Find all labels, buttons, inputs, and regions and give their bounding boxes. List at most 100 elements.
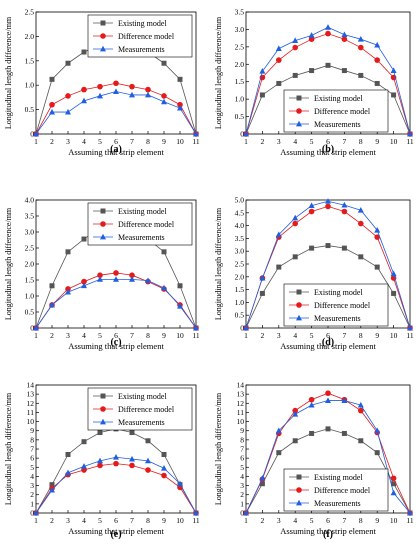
data-point [129,272,135,279]
x-tick-label: 2 [261,331,265,340]
data-point [325,62,331,68]
data-point [325,198,331,204]
y-axis-label: Longitudinal length difference/mm [4,207,13,320]
x-tick-label: 8 [359,137,363,146]
data-point [390,67,397,73]
y-tick-label: 12 [237,399,245,408]
data-point [33,130,39,137]
x-tick-label: 6 [114,516,118,525]
x-axis-label: Assuming that strip element [68,147,164,157]
data-point [81,278,87,285]
data-point [113,276,119,282]
x-tick-label: 4 [82,137,86,146]
x-tick-label: 6 [326,331,330,340]
x-tick-label: 3 [277,516,281,525]
y-tick-label: 7 [30,445,34,454]
legend-marker [296,95,302,101]
data-point [292,407,299,414]
chart-panel-6: 1 2 3 4 5 6 7 8 9 10 1101234567891011121314Assumin… [214,381,414,541]
data-point [81,439,87,445]
panel-caption: (b) [322,144,334,155]
x-tick-label: 2 [50,137,54,146]
data-point [81,49,87,55]
y-tick-label: 4.0 [235,221,245,230]
data-point [391,290,397,296]
legend-label: Existing model [118,19,167,28]
legend-marker [100,33,106,39]
data-point [65,108,71,115]
data-point [243,509,249,516]
data-point [358,407,364,414]
x-tick-label: 6 [326,516,330,525]
legend: Existing model Difference model Measuremen… [283,468,389,512]
data-point [325,426,331,432]
legend-marker [100,406,106,412]
data-point [325,24,331,30]
data-point [308,36,315,42]
data-point [113,460,119,467]
data-point [243,324,249,331]
data-point [374,264,380,270]
data-point [358,44,364,51]
data-point [49,108,55,115]
y-tick-label: 0 [240,509,244,518]
data-point [374,80,380,86]
legend-marker [100,221,106,227]
x-tick-label: 2 [261,137,265,146]
data-point [407,130,413,137]
data-point [97,430,103,436]
y-tick-label: 0.5 [25,308,35,317]
x-tick-label: 6 [326,137,330,146]
data-point [193,130,199,137]
data-point [81,86,87,93]
data-point [374,234,381,240]
data-point [325,243,331,249]
x-tick-label: 11 [406,137,413,146]
data-point [161,60,167,66]
y-tick-label: 3 [240,481,244,490]
x-tick-label: 2 [261,516,265,525]
panel-caption: (c) [110,337,121,348]
data-point [259,68,266,74]
data-point [292,72,298,78]
legend-label: Difference model [314,301,371,310]
data-point [161,451,167,457]
series-measurements [33,88,199,137]
legend-label: Existing model [314,473,363,482]
y-tick-label: 3.5 [235,234,245,243]
y-tick-label: 3.0 [235,25,245,34]
data-point [145,457,151,464]
x-axis-label: Assuming that strip element [280,147,376,157]
x-tick-label: 5 [310,331,314,340]
data-point [390,489,397,496]
legend-label: Measurements [118,233,165,242]
data-point [193,324,199,331]
x-axis-label: Assuming that strip element [68,526,164,536]
x-tick-label: 8 [146,331,150,340]
legend-label: Existing model [314,288,363,297]
y-axis-label: Longitudinal length difference/mm [214,207,223,320]
x-tick-label: 4 [293,137,297,146]
x-tick-label: 10 [390,137,398,146]
data-point [65,93,71,99]
data-point [357,35,364,42]
data-point [243,130,249,137]
data-point [97,83,103,90]
y-tick-label: 2 [240,490,244,499]
y-tick-label: 3.5 [25,212,35,221]
series-line [35,91,197,135]
legend-marker [100,418,106,425]
data-point [390,475,397,482]
y-tick-label: 8 [240,435,244,444]
y-tick-label: 10 [27,417,35,426]
chart-panel-2: 1 2 3 4 5 6 7 8 9 10 11 0 0.5 1.0 1.5 2.0 2.5 3.0 3.5 Assum… [214,8,414,158]
data-point [161,93,167,99]
y-tick-label: 1 [240,499,244,508]
x-tick-label: 7 [130,331,134,340]
legend-label: Existing model [118,392,167,401]
x-tick-label: 1 [244,331,248,340]
data-point [391,481,397,487]
chart-panel-1: 1 2 3 4 5 6 7 8 9 10 11 0 0.5 1.0 1.5 2.0 2.5 Assuming th… [4,8,200,158]
legend: Existing model Difference model Measuremen… [87,387,193,431]
x-tick-label: 5 [98,516,102,525]
